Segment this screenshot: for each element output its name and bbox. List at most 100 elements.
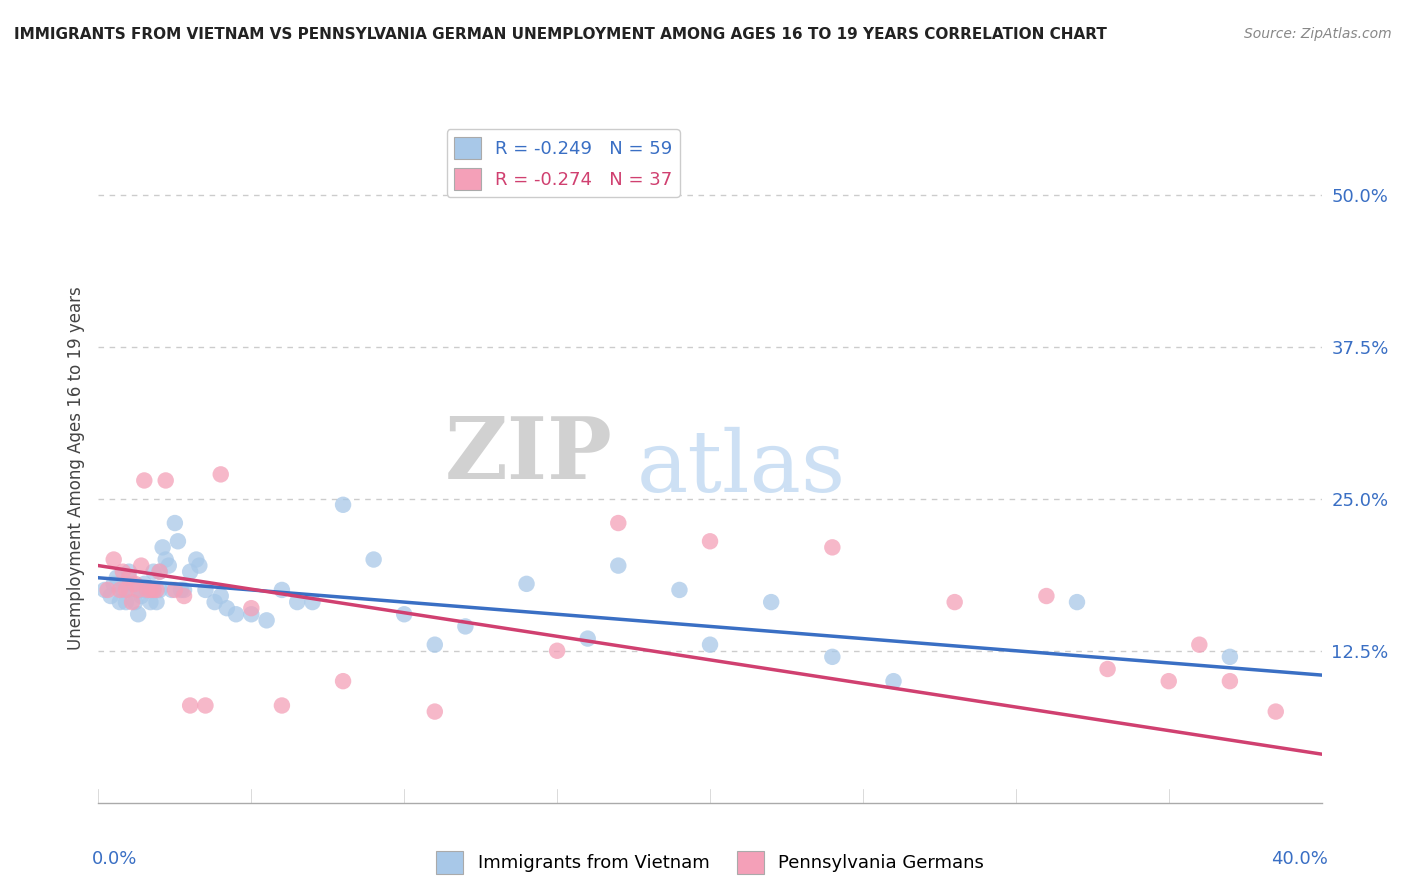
Text: 40.0%: 40.0% xyxy=(1271,849,1327,868)
Point xyxy=(139,595,162,609)
Point xyxy=(576,632,599,646)
Text: atlas: atlas xyxy=(637,426,846,510)
Point xyxy=(115,595,138,609)
Point xyxy=(1188,638,1211,652)
Point xyxy=(821,649,844,664)
Point xyxy=(142,582,165,597)
Point xyxy=(103,552,125,566)
Point xyxy=(155,474,177,488)
Point xyxy=(332,674,354,689)
Point xyxy=(111,565,134,579)
Point xyxy=(179,698,201,713)
Point xyxy=(173,589,195,603)
Point xyxy=(209,467,232,482)
Point xyxy=(124,577,146,591)
Point xyxy=(240,607,263,622)
Point xyxy=(124,595,146,609)
Point xyxy=(134,474,156,488)
Point xyxy=(821,541,844,555)
Point xyxy=(118,565,141,579)
Point xyxy=(121,577,143,591)
Point xyxy=(215,601,238,615)
Point xyxy=(1219,674,1241,689)
Point xyxy=(127,607,149,622)
Point xyxy=(115,582,138,597)
Point xyxy=(155,552,177,566)
Point xyxy=(423,638,446,652)
Point xyxy=(1035,589,1057,603)
Point xyxy=(105,571,128,585)
Point xyxy=(194,582,217,597)
Point xyxy=(167,534,190,549)
Legend: Immigrants from Vietnam, Pennsylvania Germans: Immigrants from Vietnam, Pennsylvania Ge… xyxy=(429,844,991,880)
Point xyxy=(136,582,159,597)
Point xyxy=(149,565,172,579)
Point xyxy=(759,595,782,609)
Point xyxy=(142,582,165,597)
Point xyxy=(118,582,141,597)
Point xyxy=(127,582,149,597)
Point xyxy=(145,582,167,597)
Point xyxy=(188,558,211,573)
Text: IMMIGRANTS FROM VIETNAM VS PENNSYLVANIA GERMAN UNEMPLOYMENT AMONG AGES 16 TO 19 : IMMIGRANTS FROM VIETNAM VS PENNSYLVANIA … xyxy=(14,27,1107,42)
Point xyxy=(136,582,159,597)
Point xyxy=(607,516,630,530)
Point xyxy=(699,638,721,652)
Point xyxy=(454,619,477,633)
Point xyxy=(1066,595,1088,609)
Text: 0.0%: 0.0% xyxy=(93,849,138,868)
Point xyxy=(173,582,195,597)
Point xyxy=(163,582,186,597)
Point xyxy=(157,558,180,573)
Point xyxy=(668,582,690,597)
Point xyxy=(129,582,152,597)
Point xyxy=(332,498,354,512)
Point xyxy=(270,698,292,713)
Point xyxy=(285,595,308,609)
Point xyxy=(121,595,143,609)
Point xyxy=(163,516,186,530)
Point xyxy=(134,582,156,597)
Point xyxy=(363,552,385,566)
Point xyxy=(240,601,263,615)
Point xyxy=(392,607,416,622)
Point xyxy=(118,571,141,585)
Text: Source: ZipAtlas.com: Source: ZipAtlas.com xyxy=(1244,27,1392,41)
Point xyxy=(108,595,131,609)
Point xyxy=(149,582,172,597)
Point xyxy=(142,565,165,579)
Point xyxy=(1264,705,1286,719)
Point xyxy=(1157,674,1180,689)
Point xyxy=(607,558,630,573)
Point xyxy=(186,552,208,566)
Point xyxy=(194,698,217,713)
Point xyxy=(152,541,174,555)
Point xyxy=(204,595,226,609)
Point xyxy=(100,589,122,603)
Point xyxy=(1219,649,1241,664)
Point xyxy=(225,607,247,622)
Point xyxy=(256,613,278,627)
Point xyxy=(516,577,538,591)
Point xyxy=(883,674,905,689)
Text: ZIP: ZIP xyxy=(444,413,612,497)
Point xyxy=(134,577,156,591)
Point xyxy=(943,595,966,609)
Point xyxy=(699,534,721,549)
Point xyxy=(145,595,167,609)
Point xyxy=(301,595,323,609)
Point xyxy=(103,577,125,591)
Point xyxy=(129,589,152,603)
Point xyxy=(546,644,568,658)
Point xyxy=(111,582,134,597)
Point xyxy=(93,582,115,597)
Point xyxy=(179,565,201,579)
Point xyxy=(129,558,152,573)
Point xyxy=(108,582,131,597)
Point xyxy=(1097,662,1119,676)
Point xyxy=(97,582,120,597)
Point xyxy=(149,565,172,579)
Point xyxy=(170,582,193,597)
Point xyxy=(139,582,162,597)
Point xyxy=(270,582,292,597)
